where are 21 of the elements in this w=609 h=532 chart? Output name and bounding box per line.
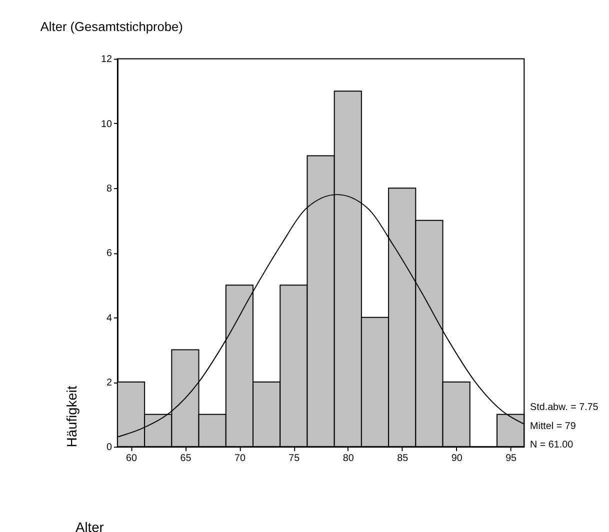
y-tick-label: 6	[106, 248, 113, 260]
text: Mittel = 79	[530, 420, 576, 432]
y-tick-label: 4	[106, 312, 113, 324]
x-axis-title: Alter	[76, 519, 104, 532]
y-tick-label: 8	[106, 184, 113, 195]
x-tick-label: 65	[180, 453, 192, 464]
x-tick-label: 85	[397, 453, 409, 464]
text: N = 61.00	[530, 440, 574, 451]
x-tick-label: 80	[342, 453, 354, 464]
x-tick-label: 95	[506, 453, 518, 464]
x-tick-label: 60	[126, 453, 138, 464]
x-tick-label: 75	[288, 453, 300, 464]
y-axis-title: Häufigkeit	[63, 386, 80, 448]
chart-title: Alter (Gesamtstichprobe)	[40, 19, 183, 34]
y-tick-label: 2	[106, 378, 112, 388]
text: Std.abw. = 7.75	[530, 402, 599, 414]
y-tick-label: 0	[106, 442, 113, 454]
y-tick-label: 12	[101, 54, 112, 66]
y-tick-label: 10	[101, 118, 113, 130]
x-tick-label: 90	[451, 453, 463, 464]
x-tick-label: 70	[234, 453, 246, 464]
